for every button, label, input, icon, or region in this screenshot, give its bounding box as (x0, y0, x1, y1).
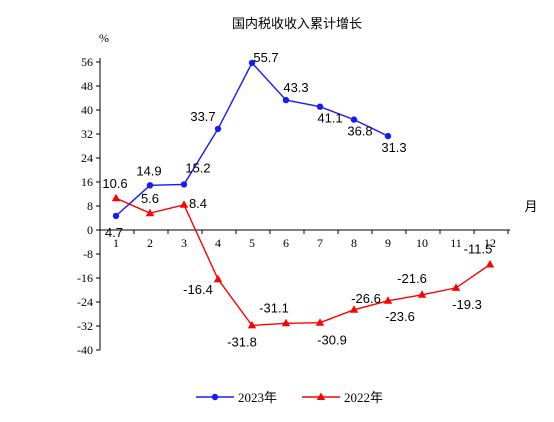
y-tick-label: -32 (77, 319, 93, 333)
data-point (248, 59, 256, 67)
data-point (383, 296, 393, 304)
series-layer: 4.7 14.9 15.2 33.7 55.7 43.3 41.1 36.8 31.3 10.6 5… (102, 50, 495, 349)
series-line (115, 197, 491, 327)
legend-item-2022: 2022年 (302, 390, 383, 405)
y-tick-label: 8 (87, 199, 93, 213)
data-point (247, 320, 257, 329)
y-tick-label: 16 (81, 175, 93, 189)
x-tick-label: 9 (385, 236, 391, 250)
legend-marker (316, 392, 326, 400)
y-tick-label: 40 (81, 103, 93, 117)
series-2023: 4.7 14.9 15.2 33.7 55.7 43.3 41.1 36.8 31.3 (105, 50, 407, 240)
data-point (146, 182, 154, 189)
legend-item-2023: 2023年 (196, 390, 277, 405)
data-point (112, 212, 120, 220)
legend-marker (211, 393, 219, 401)
data-label: 36.8 (347, 124, 372, 139)
data-point (384, 132, 392, 140)
data-point (213, 274, 223, 283)
data-label: -16.4 (183, 282, 213, 297)
data-label: 4.7 (105, 225, 123, 240)
x-tick-label: 4 (215, 236, 221, 250)
y-tick-label: -40 (77, 343, 93, 357)
data-label: 15.2 (185, 160, 210, 175)
x-tick-label: 10 (416, 236, 428, 250)
data-label: -11.5 (464, 242, 493, 257)
x-tick-label: 3 (181, 236, 187, 250)
data-point (451, 283, 461, 291)
y-tick-label: -16 (77, 271, 93, 285)
x-tick-label: 1 (113, 236, 119, 250)
data-point (145, 208, 155, 217)
y-tick-label: 48 (81, 79, 93, 93)
data-label: -26.6 (351, 291, 381, 306)
y-tick-label: -24 (77, 295, 93, 309)
data-point (179, 200, 189, 208)
x-tick-label: 2 (147, 236, 153, 250)
data-label: 14.9 (136, 163, 161, 178)
legend: 2023年 2022年 (196, 390, 383, 405)
y-tick-label: 24 (81, 151, 93, 165)
legend-label: 2023年 (238, 390, 277, 405)
data-label: 10.6 (102, 176, 127, 191)
data-point (282, 96, 290, 104)
data-point (111, 193, 121, 202)
data-label: 55.7 (253, 50, 278, 65)
data-label: -30.9 (317, 333, 347, 348)
data-label: 43.3 (283, 80, 308, 95)
data-point (315, 318, 325, 326)
data-label: -31.8 (227, 334, 257, 349)
data-point (214, 125, 222, 133)
data-label: -31.1 (259, 300, 289, 315)
series-2022: 10.6 5.6 8.4 -16.4 -31.8 -31.1 -30.9 -26.6 -23.6… (102, 176, 495, 349)
x-tick-label: 5 (249, 236, 255, 250)
y-tick-label: 0 (87, 223, 93, 237)
data-point (281, 318, 291, 327)
data-label: 5.6 (141, 191, 159, 206)
data-label: 31.3 (381, 140, 406, 155)
data-label: -19.3 (452, 297, 482, 312)
y-tick-label: -8 (83, 247, 93, 261)
data-point (485, 260, 495, 268)
data-point (417, 290, 427, 298)
y-tick-label: 32 (81, 127, 93, 141)
data-point (349, 305, 359, 313)
y-axis-unit: % (99, 31, 109, 45)
data-label: 41.1 (317, 111, 342, 126)
x-axis-unit: 月 (524, 200, 537, 215)
x-tick-label: 11 (450, 236, 462, 250)
data-label: -21.6 (397, 271, 427, 286)
data-point (180, 181, 188, 188)
x-tick-label: 7 (317, 236, 323, 250)
data-label: -23.6 (385, 309, 415, 324)
chart-title: 国内税收收入累计增长 (232, 16, 362, 32)
x-tick-label: 6 (283, 236, 289, 250)
x-tick-label: 8 (351, 236, 357, 250)
data-label: 33.7 (190, 109, 215, 124)
data-point (350, 116, 358, 123)
data-point (316, 103, 324, 110)
y-tick-label: 56 (81, 55, 93, 69)
legend-label: 2022年 (344, 390, 383, 405)
x-tick-label: 12 (484, 236, 496, 250)
data-label: 8.4 (189, 196, 207, 211)
